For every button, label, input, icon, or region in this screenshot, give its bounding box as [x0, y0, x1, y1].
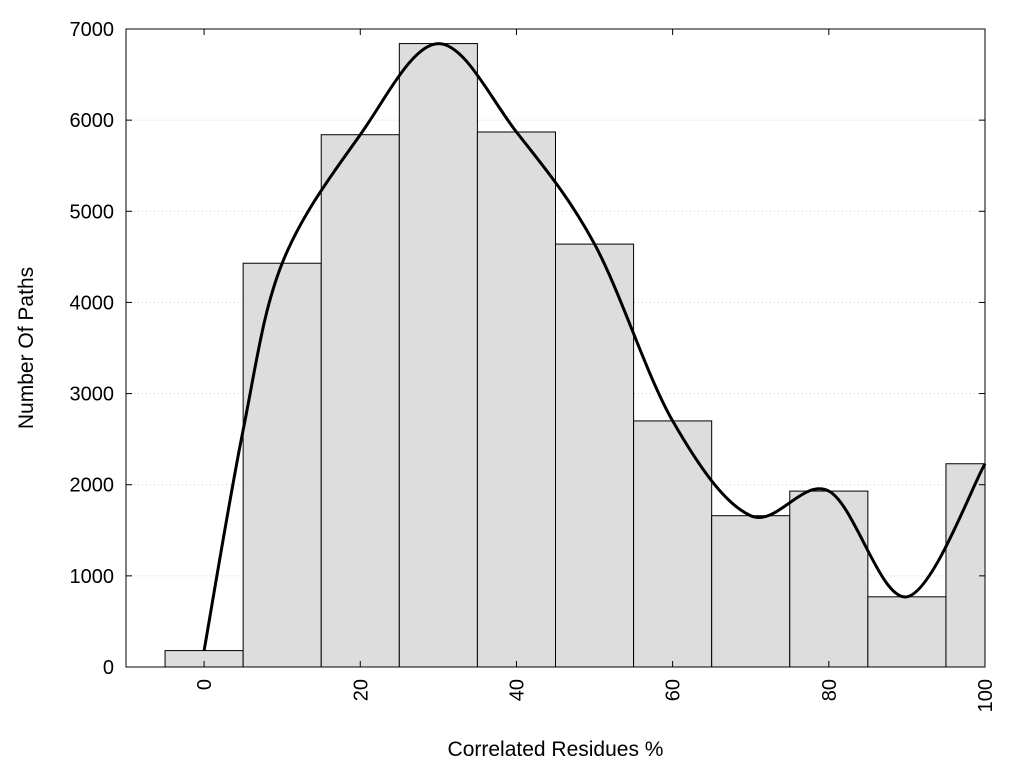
x-axis-ticks: 0 20 40 60 80 100 [194, 29, 997, 712]
y-tick-label-6000: 6000 [70, 110, 115, 132]
y-tick-label-1000: 1000 [70, 566, 115, 588]
bar-30 [398, 43, 478, 668]
bar-100 [945, 463, 986, 668]
y-tick-label-4000: 4000 [70, 292, 115, 314]
bar-60 [633, 420, 713, 668]
x-axis-title: Correlated Residues % [448, 738, 664, 761]
bar-40 [476, 131, 556, 668]
histogram-bars [164, 43, 986, 668]
y-tick-label-0: 0 [103, 657, 114, 679]
bar-10 [242, 262, 322, 668]
bar-70 [711, 515, 791, 668]
y-tick-label-5000: 5000 [70, 201, 115, 223]
y-tick-label-2000: 2000 [70, 475, 115, 497]
y-tick-label-7000: 7000 [70, 19, 115, 41]
bar-90 [867, 596, 947, 668]
y-axis-ticks: 0 1000 2000 3000 4000 5000 6000 7000 [70, 19, 985, 679]
y-axis-title: Number Of Paths [15, 267, 38, 429]
x-tick-label-0: 0 [194, 679, 216, 690]
y-tick-label-3000: 3000 [70, 384, 115, 406]
plot-frame [125, 28, 986, 668]
x-tick-label-100: 100 [975, 679, 997, 712]
x-tick-label-40: 40 [506, 679, 528, 701]
x-tick-label-80: 80 [819, 679, 841, 701]
x-tick-label-60: 60 [663, 679, 685, 701]
bar-80 [789, 490, 869, 668]
bar-20 [320, 134, 400, 668]
x-tick-label-20: 20 [350, 679, 372, 701]
bar-50 [555, 243, 635, 668]
smooth-density-curve [202, 42, 987, 651]
